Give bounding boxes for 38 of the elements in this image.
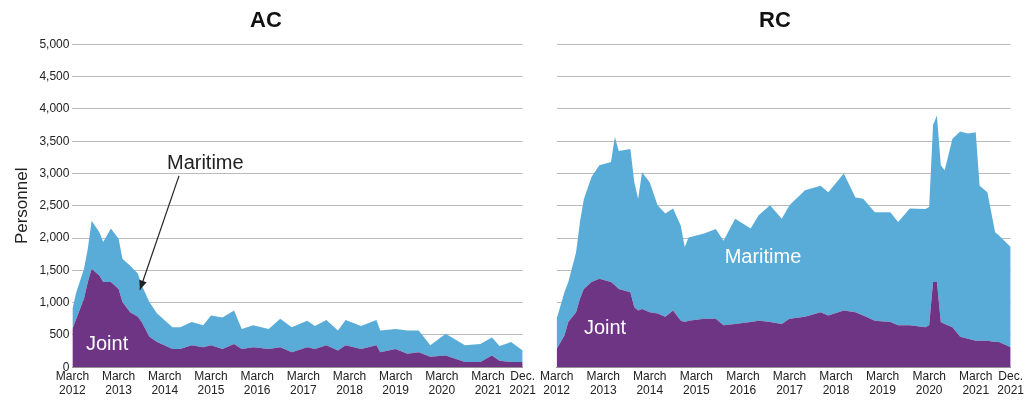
x-tick-label: March 2020	[425, 368, 459, 398]
x-tick-label: March 2021	[959, 368, 993, 398]
y-tick-label: 1,000	[39, 294, 70, 309]
y-tick-label: 4,500	[39, 68, 70, 83]
x-tick-label: March 2020	[912, 368, 946, 398]
chart-title: AC	[250, 7, 282, 33]
text: Maritime	[166, 151, 244, 174]
series-label: Joint	[583, 315, 627, 338]
x-tick-label: March 2015	[194, 368, 228, 398]
x-tick-label: March 2017	[772, 368, 807, 398]
x-tick-label: March 2016	[240, 368, 274, 398]
chart-title: RC	[759, 7, 791, 33]
x-tick-label: March 2019	[378, 368, 413, 398]
y-tick-label: 3,500	[39, 133, 70, 148]
x-tick-label: March 2013	[101, 368, 136, 398]
y-tick-label: 3,000	[39, 165, 70, 180]
x-tick-label: Dec. 2021	[509, 368, 537, 398]
x-tick-label: March 2018	[332, 368, 367, 398]
y-axis-title: Personnel	[11, 167, 31, 245]
y-tick-label: 2,000	[39, 230, 70, 245]
x-tick-label: March 2017	[286, 368, 320, 398]
x-tick-label: March 2015	[679, 368, 714, 398]
x-tick-label: March 2012	[540, 368, 574, 398]
y-tick-label: 1,500	[39, 262, 70, 277]
x-tick-label: March 2014	[633, 368, 667, 398]
x-tick-label: March 2013	[586, 368, 620, 398]
x-tick-label: March 2018	[819, 368, 853, 398]
series-label: Maritime	[724, 244, 802, 267]
y-tick-label: 4,000	[39, 101, 70, 116]
y-tick-label: 500	[49, 327, 70, 342]
x-tick-label: March 2016	[726, 368, 760, 398]
x-tick-label: Dec. 2021	[997, 368, 1025, 398]
series-label: Joint	[85, 332, 129, 355]
x-tick-label: March 2014	[148, 368, 182, 398]
x-tick-label: March 2019	[865, 368, 900, 398]
y-tick-label: 5,000	[39, 36, 70, 51]
x-tick-label: March 2021	[471, 368, 505, 398]
y-tick-label: 2,500	[39, 198, 70, 213]
